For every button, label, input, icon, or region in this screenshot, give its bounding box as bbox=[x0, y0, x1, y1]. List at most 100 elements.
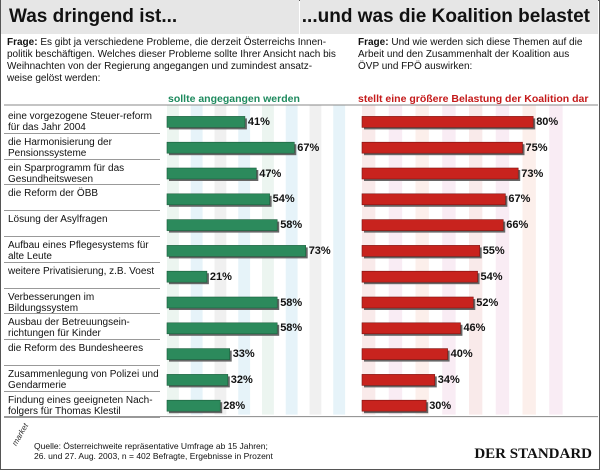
data-label-right: 34% bbox=[437, 373, 460, 386]
row-separator bbox=[4, 339, 160, 341]
question-left: Frage: Es gibt ja verschiedene Probleme,… bbox=[7, 37, 337, 85]
data-label-right: 55% bbox=[482, 244, 505, 257]
bar-left bbox=[166, 399, 221, 412]
grid-band bbox=[262, 105, 274, 415]
question-right: Frage: Und wie werden sich diese Themen … bbox=[358, 37, 586, 73]
grid-band bbox=[333, 105, 346, 415]
data-label-left: 73% bbox=[308, 244, 331, 257]
bar-right bbox=[361, 374, 436, 386]
row-separator bbox=[4, 365, 160, 366]
data-label-right: 73% bbox=[521, 167, 544, 180]
data-label-left: 32% bbox=[230, 373, 253, 386]
question-right-label: Frage: bbox=[358, 37, 389, 48]
bar-right bbox=[361, 219, 504, 231]
data-label-right: 40% bbox=[450, 348, 473, 361]
row-separator bbox=[4, 236, 160, 237]
question-left-text: Es gibt ja verschiedene Probleme, die de… bbox=[7, 37, 336, 84]
question-right-text: Und wie werden sich diese Themen auf die… bbox=[358, 37, 583, 72]
grid-band bbox=[522, 105, 536, 415]
category-label: die Reform des Bundesheeres bbox=[8, 343, 144, 355]
source-note: Quelle: Österreichweite repräsentative U… bbox=[34, 441, 273, 461]
row-separator bbox=[4, 261, 160, 263]
bar-left bbox=[166, 322, 278, 335]
category-label: weitere Privatisierung, z.B. Voest bbox=[8, 265, 155, 277]
grid-band bbox=[442, 105, 456, 415]
row-separator bbox=[4, 416, 160, 418]
bar-left bbox=[166, 193, 270, 206]
bar-left bbox=[166, 270, 208, 283]
bar-left bbox=[166, 245, 306, 257]
row-separator bbox=[4, 158, 160, 160]
grid-band bbox=[167, 105, 179, 415]
data-label-right: 54% bbox=[480, 270, 503, 283]
grid-band bbox=[285, 105, 298, 415]
category-label: Aufbau eines Pflegesystems für alte Leut… bbox=[8, 239, 149, 262]
question-left-label: Frage: bbox=[7, 37, 38, 48]
bar-left bbox=[166, 141, 295, 154]
data-label-left: 41% bbox=[247, 115, 270, 128]
bar-right bbox=[361, 116, 534, 128]
grid-band bbox=[495, 105, 510, 415]
series-right-label: stellt eine größere Belastung der Koalit… bbox=[358, 93, 589, 105]
category-label: Findung eines geeigneten Nach-folgers fü… bbox=[8, 394, 153, 417]
bar-right bbox=[361, 296, 474, 309]
grid-band bbox=[238, 105, 251, 415]
category-label: eine vorgezogene Steuer-reform für das J… bbox=[8, 110, 152, 133]
category-label: Ausbau der Betreuungsein-richtungen für … bbox=[8, 317, 130, 340]
bar-left bbox=[166, 374, 229, 386]
data-label-left: 67% bbox=[297, 141, 320, 154]
grid-band bbox=[549, 105, 563, 415]
data-label-left: 47% bbox=[259, 167, 282, 180]
grid-band bbox=[469, 105, 483, 415]
data-label-left: 33% bbox=[232, 348, 255, 361]
category-label: Verbesserungen im Bildungssystem bbox=[8, 291, 95, 314]
source-line-2: 26. und 27. Aug. 2003, n = 402 Befragte,… bbox=[34, 451, 273, 461]
data-label-left: 54% bbox=[272, 193, 295, 206]
data-label-right: 30% bbox=[429, 399, 452, 412]
bar-left bbox=[166, 296, 278, 309]
source-line-1: Quelle: Österreichweite repräsentative U… bbox=[34, 441, 268, 451]
bar-right bbox=[361, 348, 448, 360]
data-label-right: 67% bbox=[508, 193, 531, 206]
data-label-right: 75% bbox=[525, 141, 548, 154]
category-label: ein Sparprogramm für das Gesundheitswese… bbox=[8, 162, 125, 185]
category-label: die Reform der ÖBB bbox=[8, 188, 99, 200]
data-label-right: 46% bbox=[463, 322, 486, 335]
data-label-left: 28% bbox=[223, 399, 246, 412]
bar-right bbox=[361, 245, 480, 257]
row-separator bbox=[4, 390, 160, 392]
data-label-right: 80% bbox=[536, 115, 559, 128]
grid-band bbox=[388, 105, 403, 415]
left-title: Was dringend ist... bbox=[1, 0, 299, 34]
bar-right bbox=[361, 141, 523, 154]
series-left-label: sollte angegangen werden bbox=[168, 93, 300, 105]
bar-right bbox=[361, 322, 461, 335]
data-label-left: 58% bbox=[280, 322, 303, 335]
data-label-right: 52% bbox=[476, 296, 499, 309]
bar-left bbox=[166, 219, 278, 231]
publisher-logo: DER STANDARD bbox=[474, 446, 592, 462]
data-label-left: 21% bbox=[209, 270, 232, 283]
grid-band bbox=[415, 105, 429, 415]
row-separator bbox=[4, 287, 160, 289]
bar-left bbox=[166, 348, 231, 360]
data-label-left: 58% bbox=[280, 296, 303, 309]
row-separator bbox=[4, 210, 160, 212]
grid-band bbox=[362, 105, 376, 415]
bar-left bbox=[166, 167, 257, 180]
data-label-left: 58% bbox=[280, 219, 303, 232]
bar-right bbox=[361, 399, 427, 412]
bar-right bbox=[361, 193, 506, 206]
right-title: ...und was die Koalition belastet bbox=[300, 0, 598, 34]
row-separator bbox=[4, 132, 160, 134]
data-label-right: 66% bbox=[506, 219, 529, 232]
category-label: Lösung der Asylfragen bbox=[8, 214, 108, 226]
grid-band bbox=[190, 105, 203, 415]
bar-right bbox=[361, 167, 519, 180]
grid-band bbox=[214, 105, 227, 415]
grid-band bbox=[309, 105, 322, 415]
category-label: die Harmonisierung der Pensionssysteme bbox=[8, 136, 112, 159]
bar-right bbox=[361, 270, 478, 283]
